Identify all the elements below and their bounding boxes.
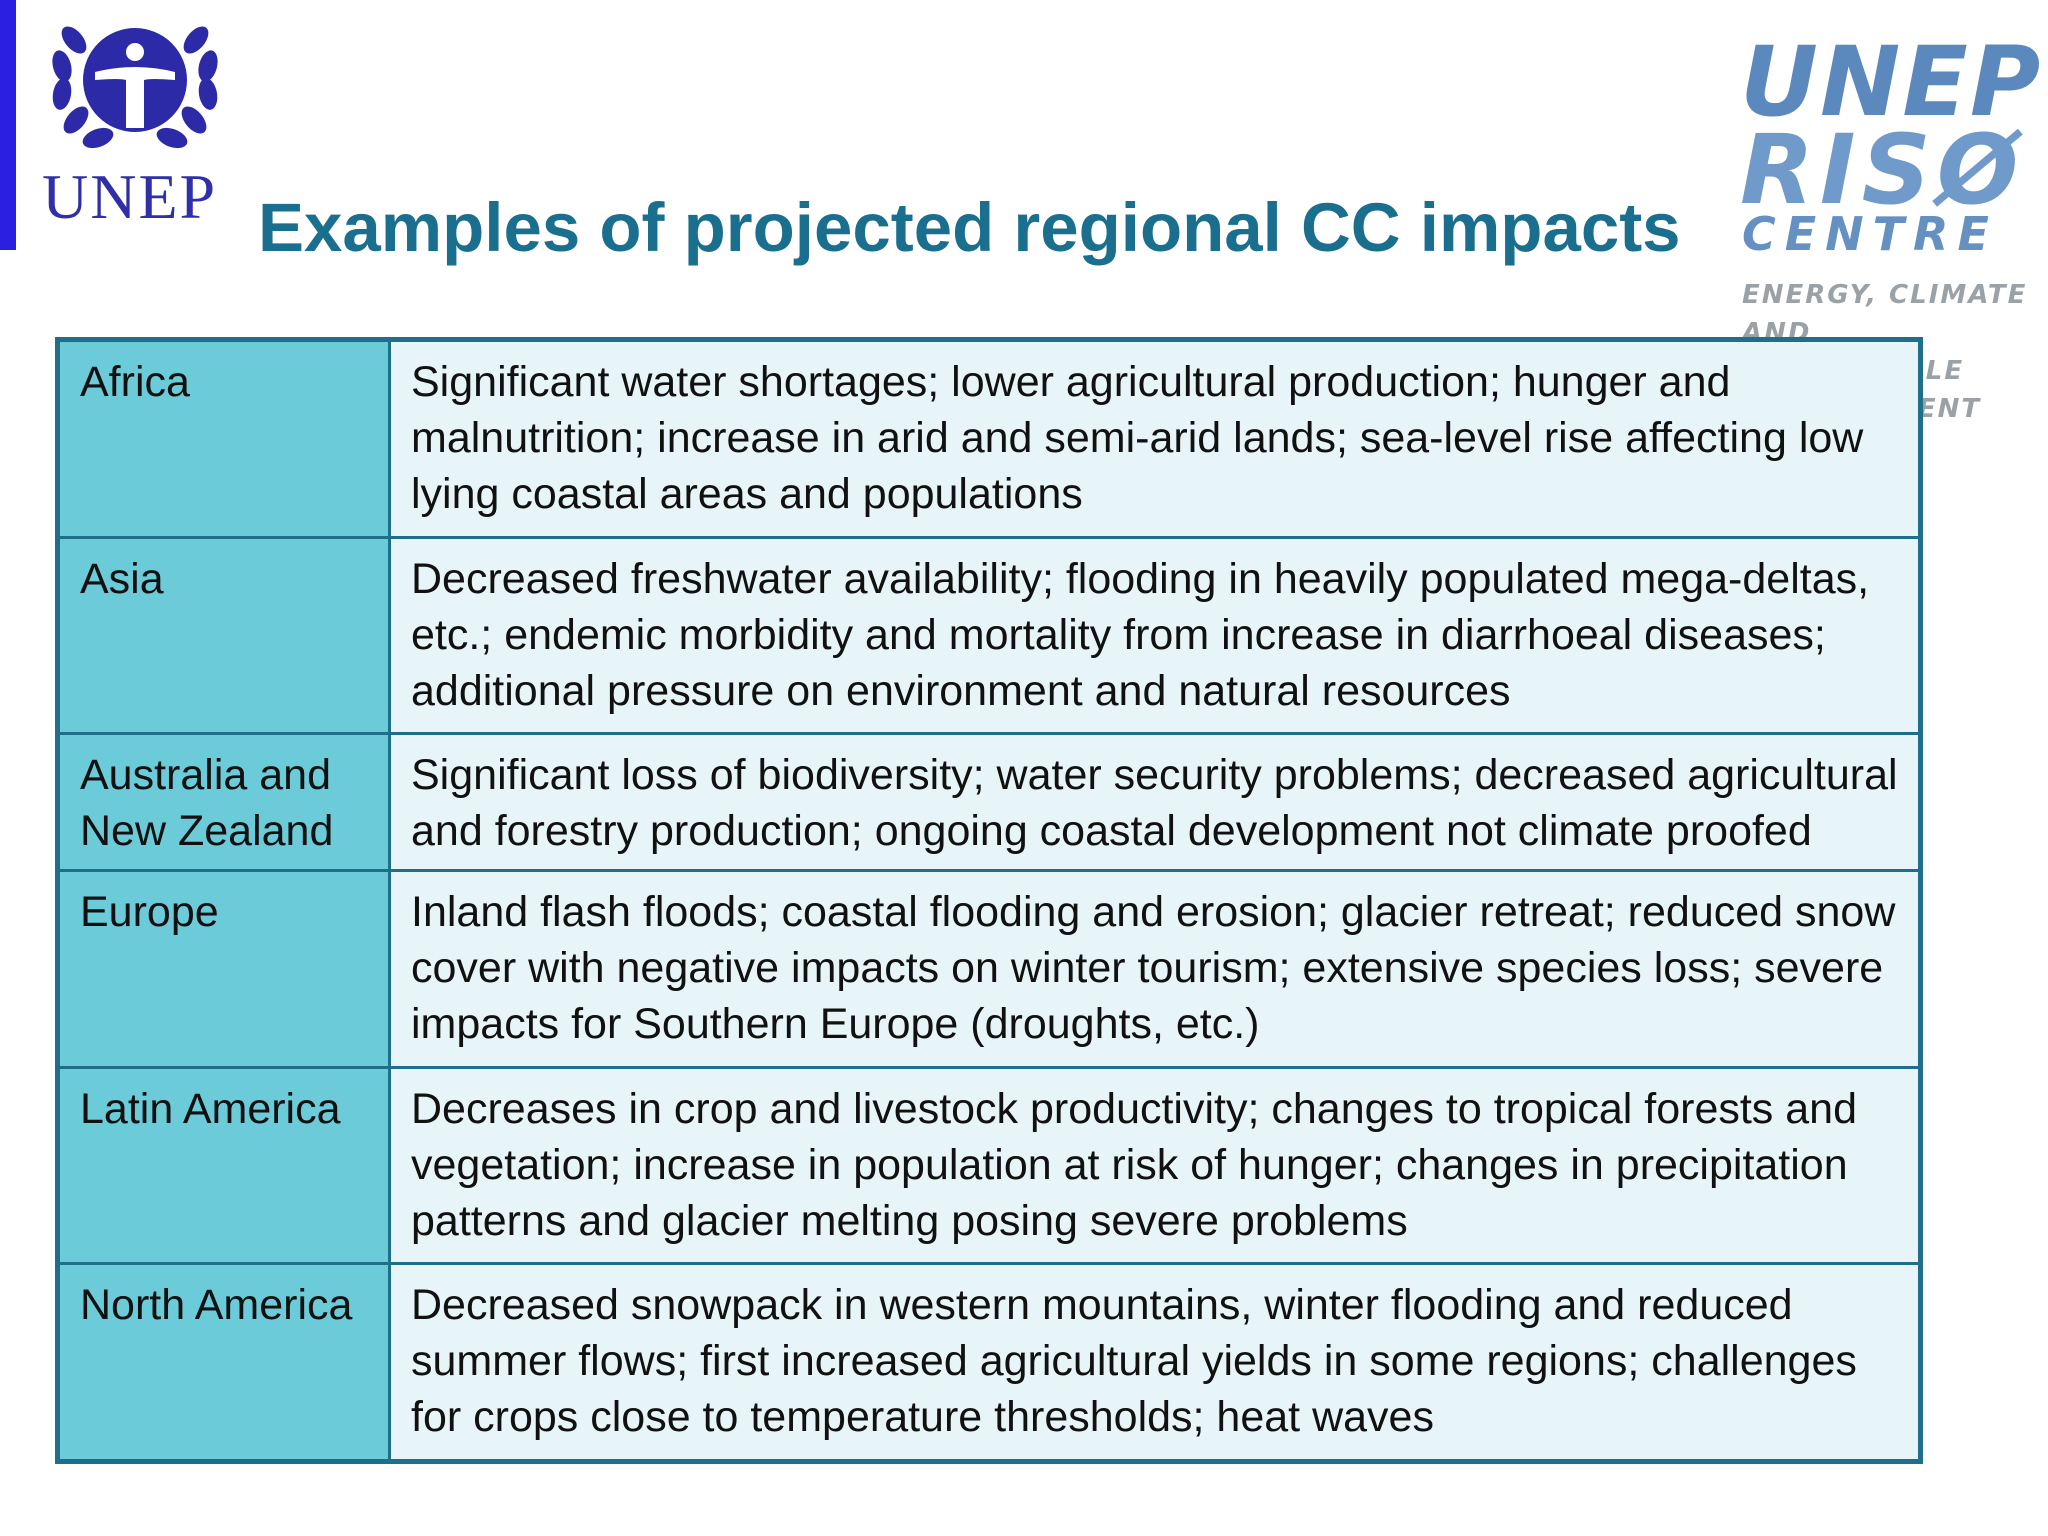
left-accent-bar <box>0 0 16 250</box>
region-cell: North America <box>56 1262 391 1463</box>
regional-impacts-table: Africa Significant water shortages; lowe… <box>55 337 1923 1464</box>
region-cell: Asia <box>56 535 391 736</box>
impact-cell: Decreased snowpack in western mountains,… <box>388 1262 1922 1463</box>
unep-wordmark: UNEP <box>42 161 218 232</box>
table-row: Europe Inland flash floods; coastal floo… <box>56 868 1922 1069</box>
riso-logo-line-riso: RISØ <box>1740 114 2025 226</box>
impact-cell: Decreased freshwater availability; flood… <box>388 535 1922 736</box>
region-cell: Europe <box>56 868 391 1069</box>
table-row: Latin America Decreases in crop and live… <box>56 1065 1922 1266</box>
region-cell: Latin America <box>56 1065 391 1266</box>
riso-tagline-line-1: ENERGY, CLIMATE <box>1742 280 2028 310</box>
impact-cell: Inland flash floods; coastal flooding an… <box>388 868 1922 1069</box>
region-cell: Australia and New Zealand <box>56 732 391 872</box>
unep-logo: UNEP <box>34 0 234 232</box>
impact-cell: Decreases in crop and livestock producti… <box>388 1065 1922 1266</box>
unep-laurel-emblem-icon <box>52 26 218 149</box>
region-cell: Africa <box>56 338 391 539</box>
impact-cell: Significant water shortages; lower agric… <box>388 338 1922 539</box>
table-row: North America Decreased snowpack in west… <box>56 1262 1922 1463</box>
table-row: Asia Decreased freshwater availability; … <box>56 535 1922 736</box>
riso-logo-line-unep: UNEP <box>1740 26 2043 138</box>
table-row: Australia and New Zealand Significant lo… <box>56 732 1922 872</box>
slide-title: Examples of projected regional CC impact… <box>258 189 1681 266</box>
riso-logo-line-centre: CENTRE <box>1742 207 1998 261</box>
table-row: Africa Significant water shortages; lowe… <box>56 338 1922 539</box>
impact-cell: Significant loss of biodiversity; water … <box>388 732 1922 872</box>
